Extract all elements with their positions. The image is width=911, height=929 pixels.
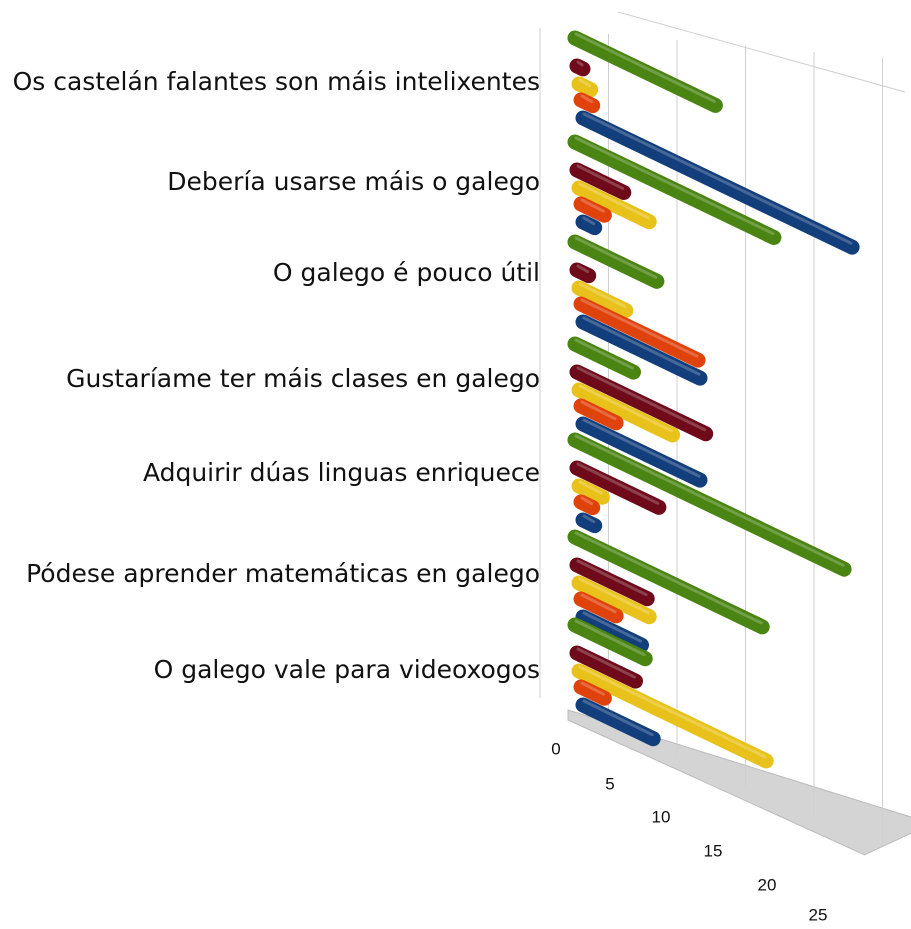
x-tick-label: 10 [652, 807, 671, 826]
bars [567, 30, 860, 769]
bar-highlight [580, 593, 617, 614]
bar [573, 196, 612, 223]
bar [573, 494, 601, 516]
bar [571, 575, 657, 625]
category-label: O galego é pouco útil [273, 258, 540, 287]
bar-highlight [574, 434, 845, 567]
bar [571, 663, 774, 769]
bar [573, 92, 601, 114]
bar-highlight [582, 216, 596, 226]
bar [575, 697, 661, 747]
bar [571, 76, 599, 98]
x-tick-label: 15 [704, 841, 723, 860]
floor-plane [567, 709, 911, 856]
bar [575, 512, 603, 534]
bar-highlight [576, 647, 636, 679]
bar-highlight [574, 136, 775, 235]
bar-highlight [580, 681, 605, 696]
bar [573, 296, 706, 368]
bar [569, 262, 597, 284]
bar-highlight [582, 418, 701, 478]
bar-highlight [574, 32, 716, 103]
bar-highlight [580, 400, 617, 421]
bar [571, 382, 681, 443]
x-tick-label: 5 [605, 774, 614, 793]
bar-highlight [574, 531, 763, 625]
bar-highlight [578, 282, 627, 308]
bar [567, 617, 653, 667]
bar-highlight [576, 60, 584, 67]
bar-highlight [576, 164, 625, 190]
bar-highlight [582, 514, 596, 524]
category-label: Debería usarse máis o galego [167, 167, 540, 196]
category-label: Os castelán falantes son máis intelixent… [13, 67, 540, 96]
bar [575, 214, 603, 236]
bar [571, 478, 610, 505]
bar [567, 234, 665, 289]
bar-highlight [574, 338, 634, 370]
bar-highlight [576, 264, 590, 274]
bar-highlight [578, 577, 650, 615]
bar [569, 162, 632, 200]
category-label: Gustaríame ter máis clases en galego [66, 364, 540, 393]
bar [567, 336, 641, 380]
bar-highlight [576, 559, 648, 597]
bar-highlight [580, 198, 605, 213]
tick-labels: 0 5 10 15 20 25 [551, 739, 827, 924]
bar-highlight [582, 699, 654, 737]
bar-highlight [582, 611, 642, 643]
bar-highlight [576, 462, 660, 505]
bar [569, 645, 643, 689]
bar-highlight [578, 384, 674, 433]
bar-highlight [580, 94, 594, 104]
x-tick-label: 20 [758, 875, 777, 894]
category-label: Adquirir dúas linguas enriquece [143, 458, 540, 487]
bar-highlight [578, 182, 650, 220]
bar [567, 529, 770, 635]
bar [573, 398, 624, 431]
bar [571, 280, 634, 318]
bar-highlight [578, 480, 603, 495]
bar-highlight [574, 236, 658, 279]
chart-floor [567, 709, 911, 856]
x-tick-label: 0 [551, 739, 560, 758]
bar-highlight [578, 665, 767, 759]
bar-highlight [580, 298, 699, 358]
bar [569, 58, 591, 77]
bar [567, 134, 782, 245]
bar [571, 180, 657, 230]
bar-highlight [582, 112, 853, 245]
bar [573, 591, 624, 624]
bar [569, 364, 714, 442]
bar [575, 314, 708, 386]
bar-highlight [576, 366, 707, 432]
category-labels: Os castelán falantes son máis intelixent… [13, 67, 540, 684]
bar [575, 110, 860, 255]
category-label: Pódese aprender matemáticas en galego [26, 559, 540, 588]
bar [569, 557, 655, 607]
category-label: O galego vale para videoxogos [154, 655, 540, 684]
gridline [617, 11, 906, 93]
x-tick-label: 25 [809, 905, 828, 924]
bar [573, 679, 612, 706]
bar [567, 30, 723, 113]
bar-highlight [582, 316, 701, 376]
bar-highlight [574, 619, 646, 657]
bar [575, 609, 649, 653]
bar [567, 432, 852, 577]
bar [569, 460, 667, 515]
bar-highlight [580, 496, 594, 506]
bar-highlight [578, 78, 592, 88]
bar [575, 416, 708, 488]
